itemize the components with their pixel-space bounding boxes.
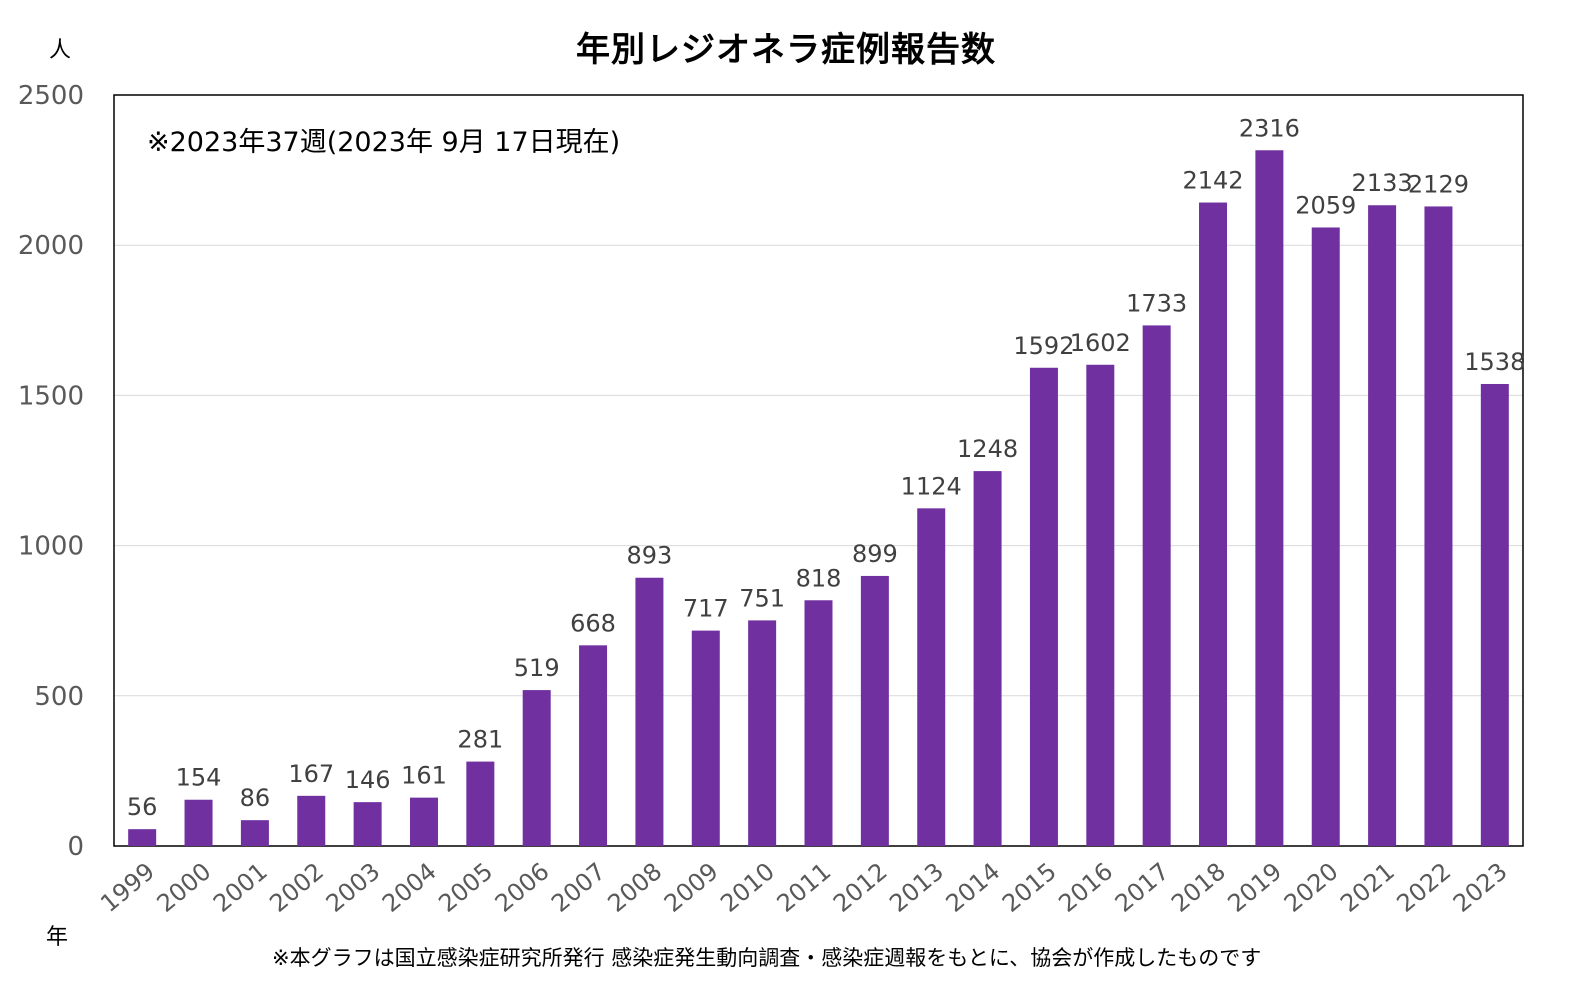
bar bbox=[973, 471, 1002, 846]
data-label: 154 bbox=[176, 764, 222, 792]
y-tick-label: 1000 bbox=[18, 532, 84, 562]
x-tick-label: 2010 bbox=[715, 857, 780, 918]
bar bbox=[240, 820, 269, 846]
x-tick-label: 2015 bbox=[997, 857, 1062, 918]
bar bbox=[1311, 227, 1340, 847]
data-label: 2059 bbox=[1295, 191, 1356, 219]
bar bbox=[579, 645, 608, 846]
data-label: 1124 bbox=[901, 472, 962, 500]
data-label: 668 bbox=[570, 609, 616, 637]
y-tick-label: 2500 bbox=[18, 81, 84, 111]
x-tick-label: 2014 bbox=[941, 857, 1006, 918]
y-tick-label: 500 bbox=[34, 682, 84, 712]
data-label: 86 bbox=[240, 784, 271, 812]
x-tick-label: 2016 bbox=[1053, 857, 1118, 918]
data-label: 1538 bbox=[1464, 348, 1525, 376]
data-label: 1602 bbox=[1070, 329, 1131, 357]
data-label: 519 bbox=[514, 654, 560, 682]
y-tick-label: 0 bbox=[67, 832, 84, 862]
x-tick-label: 2011 bbox=[772, 857, 837, 918]
x-tick-label: 2006 bbox=[490, 857, 555, 918]
bar bbox=[1029, 367, 1058, 846]
bar bbox=[804, 600, 833, 846]
x-tick-label: 2019 bbox=[1222, 857, 1287, 918]
data-label: 1733 bbox=[1126, 289, 1187, 317]
x-tick-label: 2017 bbox=[1110, 857, 1175, 918]
x-tick-label: 2003 bbox=[321, 857, 386, 918]
chart-note: ※2023年37週(2023年 9月 17日現在) bbox=[147, 127, 621, 158]
x-tick-label: 2002 bbox=[264, 857, 329, 918]
x-tick-label: 2018 bbox=[1166, 857, 1231, 918]
bar bbox=[184, 799, 213, 846]
x-tick-label: 2020 bbox=[1279, 857, 1344, 918]
bar bbox=[691, 630, 720, 846]
bar bbox=[1424, 206, 1453, 847]
data-label: 2142 bbox=[1182, 167, 1243, 195]
bar bbox=[1255, 150, 1284, 846]
bar bbox=[353, 802, 382, 846]
data-label: 281 bbox=[457, 726, 503, 754]
chart-title: 年別レジオネラ症例報告数 bbox=[576, 30, 996, 70]
bar bbox=[522, 690, 551, 846]
bar bbox=[297, 795, 326, 846]
y-axis-unit: 人 bbox=[49, 38, 72, 63]
x-tick-label: 2013 bbox=[884, 857, 949, 918]
x-tick-label: 1999 bbox=[95, 857, 160, 918]
x-tick-label: 2012 bbox=[828, 857, 893, 918]
x-tick-label: 2004 bbox=[377, 857, 442, 918]
bar bbox=[1086, 364, 1115, 846]
data-label: 2129 bbox=[1408, 170, 1469, 198]
data-label: 161 bbox=[401, 762, 447, 790]
bar bbox=[917, 508, 946, 846]
x-tick-label: 2009 bbox=[659, 857, 724, 918]
x-tick-label: 2001 bbox=[208, 857, 273, 918]
bar bbox=[466, 761, 495, 846]
data-label: 2133 bbox=[1352, 169, 1413, 197]
y-tick-label: 1500 bbox=[18, 381, 84, 411]
data-label: 56 bbox=[127, 793, 158, 821]
data-label: 1248 bbox=[957, 435, 1018, 463]
data-label: 717 bbox=[683, 595, 729, 623]
bar bbox=[860, 575, 889, 846]
bar bbox=[1142, 325, 1171, 846]
data-label: 167 bbox=[288, 760, 334, 788]
bar bbox=[1480, 383, 1509, 846]
bar bbox=[128, 829, 157, 846]
x-tick-label: 2008 bbox=[602, 857, 667, 918]
bar bbox=[1368, 205, 1397, 846]
data-label: 1592 bbox=[1013, 332, 1074, 360]
data-label: 2316 bbox=[1239, 114, 1300, 142]
data-label: 899 bbox=[852, 540, 898, 568]
bar bbox=[635, 577, 664, 846]
y-tick-label: 2000 bbox=[18, 231, 84, 261]
x-tick-label: 2022 bbox=[1392, 857, 1457, 918]
data-label: 893 bbox=[627, 542, 673, 570]
footnote: ※本グラフは国立感染症研究所発行 感染症発生動向調査・感染症週報をもとに、協会が… bbox=[272, 946, 1262, 970]
bar bbox=[409, 797, 438, 846]
data-label: 818 bbox=[796, 564, 842, 592]
x-tick-label: 2021 bbox=[1335, 857, 1400, 918]
data-label: 751 bbox=[739, 584, 785, 612]
x-tick-label: 2007 bbox=[546, 857, 611, 918]
data-label: 146 bbox=[345, 766, 391, 794]
x-tick-label: 2023 bbox=[1448, 857, 1513, 918]
x-tick-label: 2005 bbox=[433, 857, 498, 918]
x-axis-unit: 年 bbox=[46, 925, 69, 950]
bar bbox=[1199, 202, 1228, 846]
bar bbox=[748, 620, 777, 846]
x-tick-label: 2000 bbox=[152, 857, 217, 918]
